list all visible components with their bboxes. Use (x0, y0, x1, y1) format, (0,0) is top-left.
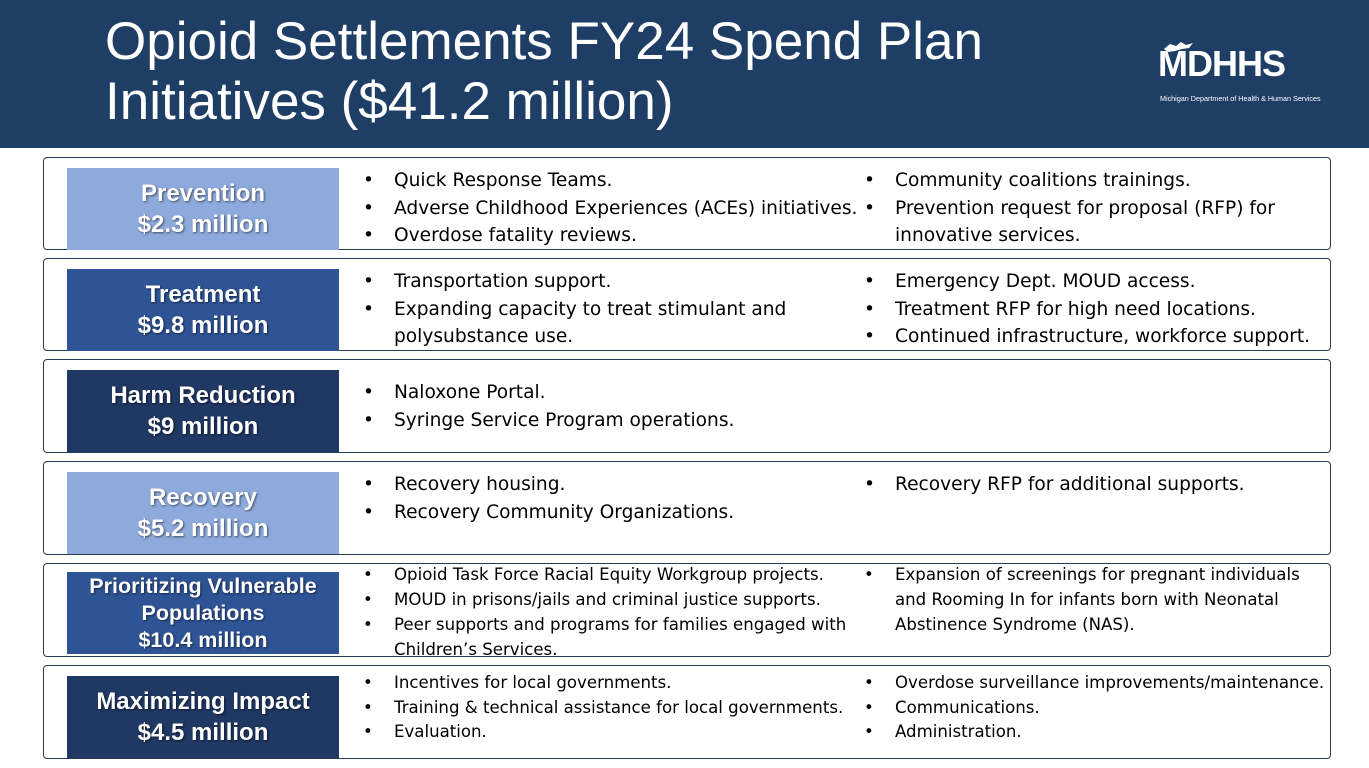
category-amount: $4.5 million (137, 719, 269, 746)
right-bullet-list: Community coalitions trainings. Preventi… (862, 167, 1302, 250)
list-item: Evaluation. (361, 720, 861, 745)
list-item: Expansion of screenings for pregnant ind… (862, 562, 1314, 637)
list-item: Recovery Community Organizations. (361, 499, 861, 527)
panel-prevention: Prevention $2.3 million Quick Response T… (43, 157, 1331, 250)
category-amount: $9.8 million (137, 312, 269, 339)
logo-subtitle: Michigan Department of Health & Human Se… (1160, 94, 1321, 103)
category-label-maximizing-impact: Maximizing Impact $4.5 million (67, 676, 339, 758)
list-item: Recovery housing. (361, 471, 861, 499)
category-name-line-1: Prioritizing Vulnerable (89, 573, 317, 598)
list-item: Overdose surveillance improvements/maint… (862, 671, 1330, 696)
category-name: Treatment (145, 281, 261, 308)
category-label-recovery: Recovery $5.2 million (67, 472, 339, 554)
category-amount: $2.3 million (137, 211, 269, 238)
list-item: Emergency Dept. MOUD access. (862, 268, 1328, 296)
left-bullet-list: Opioid Task Force Racial Equity Workgrou… (361, 562, 861, 662)
michigan-mitten-icon (1164, 42, 1193, 52)
list-item: Treatment RFP for high need locations. (862, 296, 1328, 324)
list-item: Community coalitions trainings. (862, 167, 1302, 195)
panel-prioritizing-vulnerable-populations: Prioritizing Vulnerable Populations $10.… (43, 562, 1331, 659)
title-line-1: Opioid Settlements FY24 Spend Plan (105, 12, 983, 71)
left-bullet-list: Transportation support. Expanding capaci… (361, 268, 816, 351)
category-label-prioritizing-vulnerable-populations: Prioritizing Vulnerable Populations $10.… (67, 572, 339, 654)
list-item: Naloxone Portal. (361, 379, 861, 407)
page-title: Opioid Settlements FY24 Spend Plan Initi… (105, 12, 983, 132)
category-name: Harm Reduction (110, 382, 296, 409)
right-bullet-list: Emergency Dept. MOUD access. Treatment R… (862, 268, 1328, 351)
logo-wordmark: MDHHS (1158, 43, 1286, 84)
list-item: Prevention request for proposal (RFP) fo… (862, 195, 1302, 250)
category-label-harm-reduction: Harm Reduction $9 million (67, 370, 339, 452)
list-item: Expanding capacity to treat stimulant an… (361, 296, 816, 351)
list-item: Syringe Service Program operations. (361, 407, 861, 435)
list-item: Communications. (862, 696, 1330, 721)
list-item: Peer supports and programs for families … (361, 612, 861, 662)
list-item: Overdose fatality reviews. (361, 222, 861, 250)
left-bullet-list: Incentives for local governments. Traini… (361, 671, 861, 745)
right-bullet-list: Recovery RFP for additional supports. (862, 471, 1322, 499)
panel-treatment: Treatment $9.8 million Transportation su… (43, 258, 1331, 351)
left-bullet-list: Recovery housing. Recovery Community Org… (361, 471, 861, 526)
mdhhs-logo: MDHHS Michigan Department of Health & Hu… (1158, 42, 1328, 106)
panel-recovery: Recovery $5.2 million Recovery housing. … (43, 461, 1331, 555)
category-amount: $9 million (147, 413, 259, 440)
left-bullet-list: Quick Response Teams. Adverse Childhood … (361, 167, 861, 250)
list-item: MOUD in prisons/jails and criminal justi… (361, 587, 861, 612)
list-item: Opioid Task Force Racial Equity Workgrou… (361, 562, 861, 587)
right-bullet-list: Expansion of screenings for pregnant ind… (862, 562, 1314, 637)
left-bullet-list: Naloxone Portal. Syringe Service Program… (361, 379, 861, 434)
list-item: Incentives for local governments. (361, 671, 861, 696)
category-name: Prevention (140, 180, 266, 207)
category-name: Recovery (148, 484, 258, 511)
category-name-line-2: Populations (141, 600, 265, 625)
panel-harm-reduction: Harm Reduction $9 million Naloxone Porta… (43, 359, 1331, 453)
list-item: Training & technical assistance for loca… (361, 696, 861, 721)
right-bullet-list: Overdose surveillance improvements/maint… (862, 671, 1330, 745)
category-label-prevention: Prevention $2.3 million (67, 168, 339, 250)
title-line-2: Initiatives ($41.2 million) (105, 72, 674, 131)
category-amount: $10.4 million (138, 627, 268, 652)
category-label-treatment: Treatment $9.8 million (67, 269, 339, 351)
panel-maximizing-impact: Maximizing Impact $4.5 million Incentive… (43, 665, 1331, 759)
list-item: Quick Response Teams. (361, 167, 861, 195)
list-item: Adverse Childhood Experiences (ACEs) ini… (361, 195, 861, 223)
list-item: Continued infrastructure, workforce supp… (862, 323, 1328, 351)
list-item: Transportation support. (361, 268, 816, 296)
category-amount: $5.2 million (137, 515, 269, 542)
category-name: Maximizing Impact (96, 688, 310, 715)
list-item: Administration. (862, 720, 1330, 745)
header-banner: Opioid Settlements FY24 Spend Plan Initi… (0, 0, 1369, 148)
list-item: Recovery RFP for additional supports. (862, 471, 1322, 499)
